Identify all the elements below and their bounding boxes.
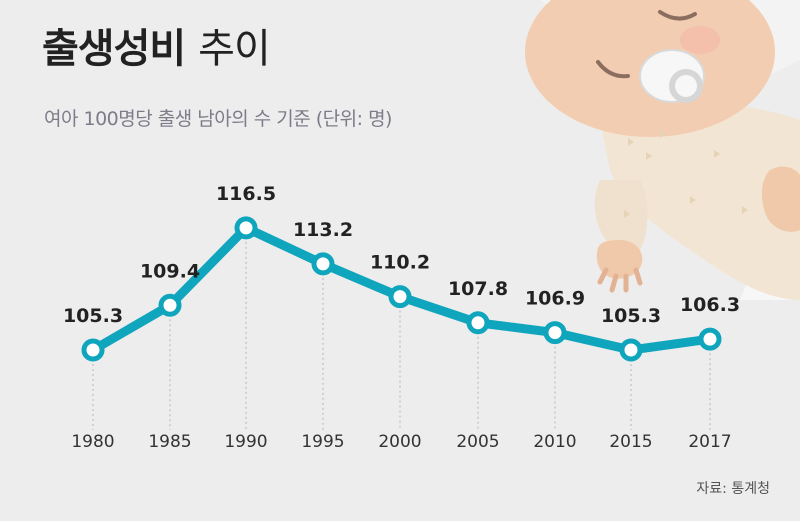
x-tick-label: 1980 xyxy=(71,432,114,452)
source-note: 자료: 통계청 xyxy=(696,481,770,497)
data-point xyxy=(81,338,105,362)
title-bold: 출생성비 xyxy=(42,26,186,72)
data-point xyxy=(543,321,567,345)
data-point xyxy=(619,338,643,362)
data-label: 106.9 xyxy=(525,288,585,310)
x-tick-label: 1995 xyxy=(301,432,344,452)
data-label: 109.4 xyxy=(140,260,200,282)
data-point xyxy=(311,252,335,276)
x-tick-label: 1990 xyxy=(224,432,267,452)
guide-lines xyxy=(92,241,711,430)
data-point xyxy=(234,216,258,240)
data-label: 106.3 xyxy=(680,294,740,316)
x-tick-label: 1985 xyxy=(148,432,191,452)
page-title: 출생성비 추이 xyxy=(42,26,271,72)
data-point xyxy=(466,311,490,335)
data-label: 116.5 xyxy=(216,183,276,205)
x-tick-label: 2017 xyxy=(688,432,731,452)
data-label: 105.3 xyxy=(601,305,661,327)
x-tick-label: 2005 xyxy=(456,432,499,452)
x-axis-ticks: 1980 1985 1990 1995 2000 2005 2010 2015 2017 xyxy=(71,432,731,452)
data-point xyxy=(698,327,722,351)
data-label: 107.8 xyxy=(448,278,508,300)
data-label: 105.3 xyxy=(63,305,123,327)
data-markers xyxy=(81,216,722,362)
data-label: 113.2 xyxy=(293,219,353,241)
data-label: 110.2 xyxy=(370,252,430,274)
data-point xyxy=(388,285,412,309)
chart-subtitle: 여아 100명당 출생 남아의 수 기준 (단위: 명) xyxy=(44,108,392,130)
x-tick-label: 2015 xyxy=(609,432,652,452)
data-point xyxy=(158,293,182,317)
title-light: 추이 xyxy=(198,26,271,72)
x-tick-label: 2010 xyxy=(533,432,576,452)
x-tick-label: 2000 xyxy=(378,432,421,452)
data-labels: 105.3 109.4 116.5 113.2 110.2 107.8 106.9 105.3… xyxy=(63,183,740,327)
